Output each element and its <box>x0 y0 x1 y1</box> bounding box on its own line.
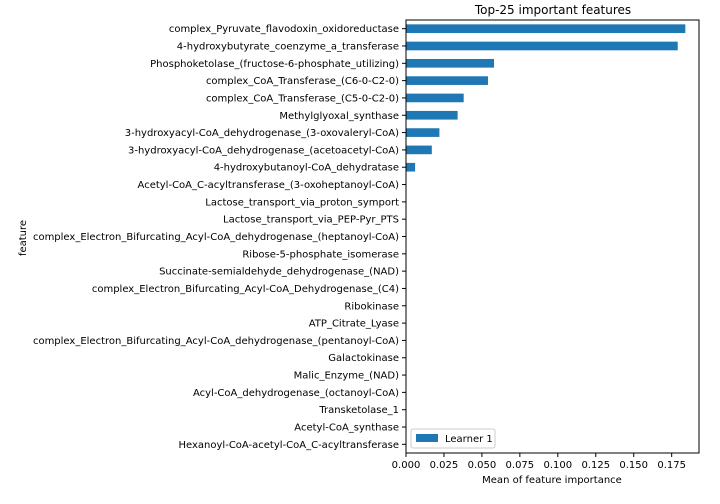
category-label: complex_Electron_Bifurcating_Acyl-CoA_De… <box>92 284 399 295</box>
category-label: complex_Pyruvate_flavodoxin_oxidoreducta… <box>169 24 399 35</box>
bar <box>406 41 678 51</box>
category-label: Phosphoketolase_(fructose-6-phosphate_ut… <box>150 59 399 70</box>
x-tick-label: 0.175 <box>657 460 686 471</box>
bar <box>406 93 464 103</box>
category-label: Lactose_transport_via_PEP-Pyr_PTS <box>223 215 399 226</box>
bar <box>406 145 432 155</box>
x-tick-label: 0.050 <box>468 460 497 471</box>
legend-entry: Learner 1 <box>445 434 493 445</box>
x-tick-label: 0.000 <box>392 460 421 471</box>
plot-frame <box>405 19 700 454</box>
x-ticks-group: 0.000 0.025 0.050 0.075 0.100 0.125 0.150 0.175 <box>392 453 686 471</box>
category-label: Lactose_transport_via_proton_symport <box>205 197 399 208</box>
category-label: Acetyl-CoA_synthase <box>294 423 399 434</box>
category-label: 3-hydroxyacyl-CoA_dehydrogenase_(3-oxova… <box>125 128 399 139</box>
category-label: Methylglyoxal_synthase <box>279 111 399 122</box>
category-label: Acetyl-CoA_C-acyltransferase_(3-oxohepta… <box>138 180 400 191</box>
legend: Learner 1 <box>410 428 496 449</box>
x-tick-label: 0.125 <box>581 460 610 471</box>
bar <box>406 24 686 33</box>
category-label: Ribokinase <box>344 301 399 312</box>
category-label: Hexanoyl-CoA-acetyl-CoA_C-acyltransferas… <box>179 440 399 451</box>
category-label: complex_CoA_Transferase_(C6-0-C2-0) <box>206 76 399 87</box>
x-tick-label: 0.100 <box>543 460 572 471</box>
bar <box>406 128 440 137</box>
bar <box>406 76 488 85</box>
category-label: Galactokinase <box>328 353 399 364</box>
category-label: Acyl-CoA_dehydrogenase_(octanoyl-CoA) <box>193 388 399 399</box>
bar <box>406 58 495 68</box>
x-tick-label: 0.075 <box>506 460 535 471</box>
x-axis-label: Mean of feature importance <box>482 475 622 486</box>
category-label: ATP_Citrate_Lyase <box>309 319 399 330</box>
category-label: 3-hydroxyacyl-CoA_dehydrogenase_(acetoac… <box>128 145 399 156</box>
legend-box <box>410 428 496 449</box>
category-label: 4-hydroxybutanoyl-CoA_dehydratase <box>214 163 399 174</box>
x-tick-label: 0.025 <box>430 460 459 471</box>
category-label: 4-hydroxybutyrate_coenzyme_a_transferase <box>177 41 399 52</box>
category-label: complex_CoA_Transferase_(C5-0-C2-0) <box>206 93 399 104</box>
category-label: Succinate-semialdehyde_dehydrogenase_(NA… <box>159 267 399 278</box>
category-label: Malic_Enzyme_(NAD) <box>294 371 399 382</box>
x-tick-label: 0.150 <box>619 460 648 471</box>
bar <box>406 110 458 120</box>
category-label: complex_Electron_Bifurcating_Acyl-CoA_de… <box>33 232 399 243</box>
category-label: Transketolase_1 <box>318 405 399 416</box>
category-label: Ribose-5-phosphate_isomerase <box>242 249 399 260</box>
y-axis-label: feature <box>18 220 29 256</box>
chart-title: Top-25 important features <box>474 3 631 17</box>
category-label: complex_Electron_Bifurcating_Acyl-CoA_de… <box>33 336 399 347</box>
bars-group <box>406 24 686 449</box>
legend-swatch <box>416 434 438 442</box>
category-labels-group: complex_Pyruvate_flavodoxin_oxidoreducta… <box>33 24 406 451</box>
bar <box>406 162 416 172</box>
